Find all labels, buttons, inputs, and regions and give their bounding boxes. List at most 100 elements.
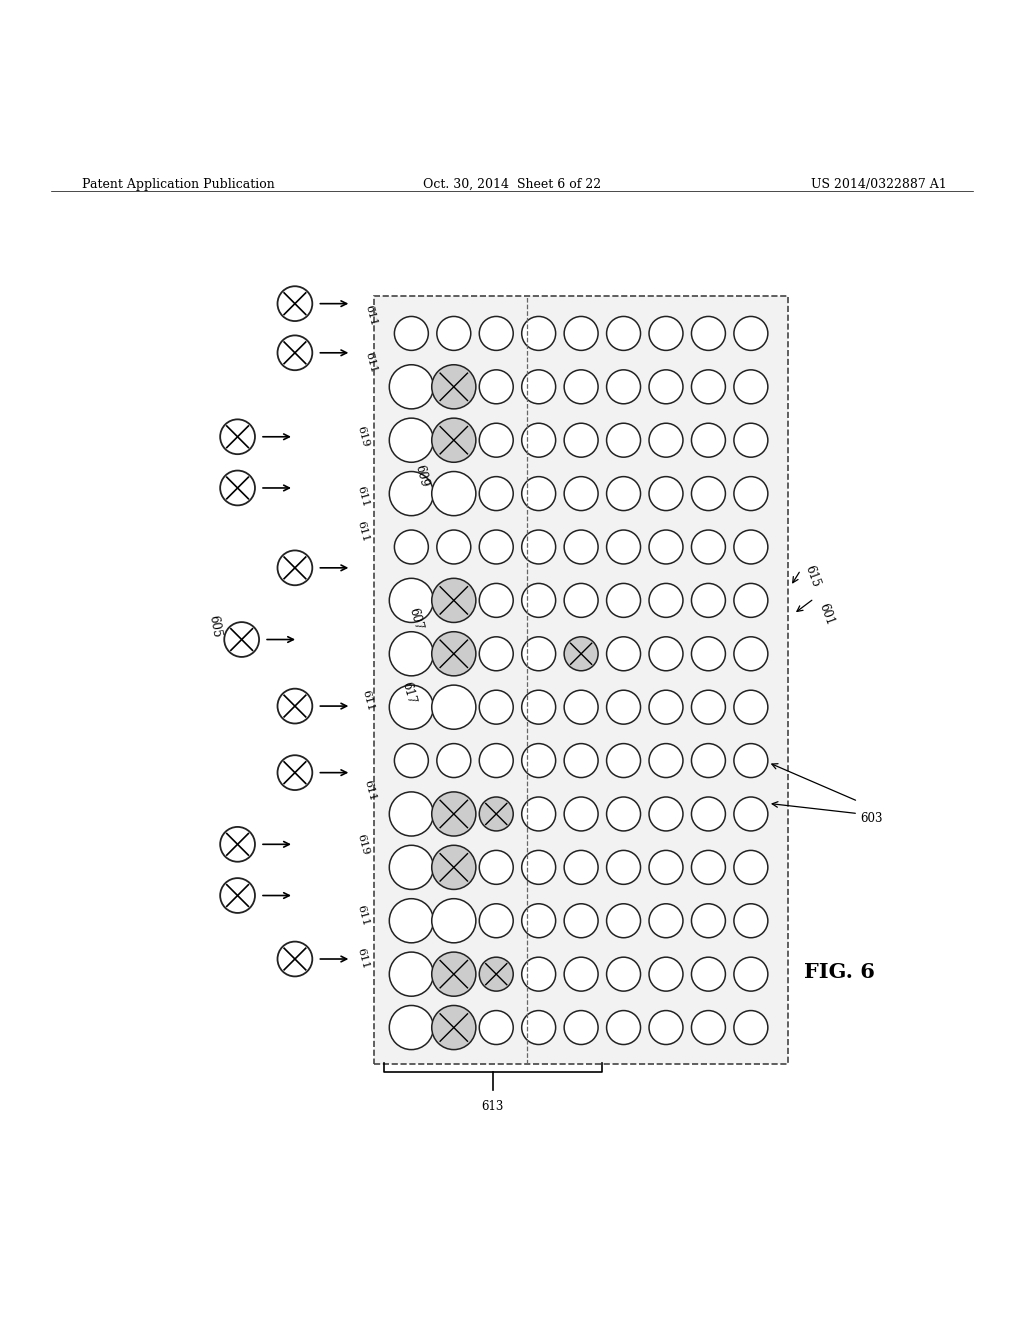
Circle shape bbox=[734, 531, 768, 564]
Circle shape bbox=[691, 583, 725, 618]
Circle shape bbox=[649, 583, 683, 618]
Circle shape bbox=[389, 364, 433, 409]
Circle shape bbox=[734, 797, 768, 832]
Circle shape bbox=[564, 424, 598, 457]
Circle shape bbox=[691, 636, 725, 671]
Circle shape bbox=[606, 957, 641, 991]
Circle shape bbox=[606, 477, 641, 511]
Circle shape bbox=[691, 957, 725, 991]
Circle shape bbox=[479, 957, 513, 991]
Circle shape bbox=[649, 370, 683, 404]
Circle shape bbox=[278, 335, 312, 370]
Circle shape bbox=[691, 797, 725, 832]
Circle shape bbox=[479, 370, 513, 404]
Circle shape bbox=[278, 550, 312, 585]
Circle shape bbox=[734, 850, 768, 884]
Circle shape bbox=[479, 690, 513, 725]
Circle shape bbox=[564, 317, 598, 350]
Circle shape bbox=[691, 317, 725, 350]
Circle shape bbox=[521, 690, 556, 725]
Circle shape bbox=[564, 690, 598, 725]
Circle shape bbox=[479, 850, 513, 884]
Text: FIG. 6: FIG. 6 bbox=[804, 962, 876, 982]
Circle shape bbox=[432, 418, 476, 462]
Circle shape bbox=[734, 583, 768, 618]
Circle shape bbox=[606, 424, 641, 457]
Circle shape bbox=[606, 1011, 641, 1044]
Text: 611: 611 bbox=[362, 779, 378, 801]
Text: 611: 611 bbox=[355, 948, 371, 970]
Text: 611: 611 bbox=[364, 351, 379, 375]
Circle shape bbox=[521, 1011, 556, 1044]
Circle shape bbox=[606, 370, 641, 404]
Circle shape bbox=[649, 477, 683, 511]
Circle shape bbox=[521, 477, 556, 511]
Circle shape bbox=[564, 583, 598, 618]
Circle shape bbox=[220, 878, 255, 913]
Circle shape bbox=[389, 471, 433, 516]
Circle shape bbox=[432, 471, 476, 516]
Circle shape bbox=[521, 531, 556, 564]
Circle shape bbox=[606, 583, 641, 618]
Circle shape bbox=[606, 690, 641, 725]
Circle shape bbox=[432, 578, 476, 623]
Circle shape bbox=[479, 317, 513, 350]
Circle shape bbox=[437, 743, 471, 777]
Circle shape bbox=[649, 424, 683, 457]
Circle shape bbox=[564, 477, 598, 511]
Circle shape bbox=[564, 1011, 598, 1044]
Circle shape bbox=[437, 531, 471, 564]
Text: 601: 601 bbox=[816, 601, 836, 627]
Text: 611: 611 bbox=[355, 520, 371, 544]
Circle shape bbox=[278, 689, 312, 723]
Circle shape bbox=[734, 424, 768, 457]
Text: 619: 619 bbox=[355, 833, 371, 855]
Circle shape bbox=[564, 957, 598, 991]
Circle shape bbox=[606, 531, 641, 564]
Circle shape bbox=[389, 952, 433, 997]
Circle shape bbox=[734, 317, 768, 350]
Circle shape bbox=[224, 622, 259, 657]
Circle shape bbox=[649, 904, 683, 937]
Circle shape bbox=[394, 531, 428, 564]
Circle shape bbox=[389, 899, 433, 942]
Circle shape bbox=[649, 850, 683, 884]
Circle shape bbox=[521, 370, 556, 404]
Circle shape bbox=[734, 743, 768, 777]
Circle shape bbox=[691, 743, 725, 777]
Circle shape bbox=[734, 904, 768, 937]
Circle shape bbox=[389, 632, 433, 676]
Circle shape bbox=[432, 952, 476, 997]
Circle shape bbox=[278, 286, 312, 321]
Circle shape bbox=[220, 826, 255, 862]
Text: 617: 617 bbox=[399, 680, 418, 705]
Circle shape bbox=[389, 792, 433, 836]
Circle shape bbox=[691, 904, 725, 937]
Circle shape bbox=[521, 957, 556, 991]
Text: 615: 615 bbox=[803, 564, 822, 589]
Circle shape bbox=[606, 743, 641, 777]
Text: 613: 613 bbox=[481, 1101, 504, 1113]
Circle shape bbox=[606, 797, 641, 832]
Circle shape bbox=[394, 317, 428, 350]
Circle shape bbox=[649, 690, 683, 725]
Circle shape bbox=[691, 1011, 725, 1044]
Circle shape bbox=[691, 477, 725, 511]
Text: 611: 611 bbox=[355, 484, 371, 508]
Circle shape bbox=[389, 1006, 433, 1049]
Circle shape bbox=[521, 583, 556, 618]
Circle shape bbox=[521, 636, 556, 671]
Circle shape bbox=[734, 957, 768, 991]
Text: Patent Application Publication: Patent Application Publication bbox=[82, 178, 274, 190]
Circle shape bbox=[691, 850, 725, 884]
Circle shape bbox=[479, 1011, 513, 1044]
Circle shape bbox=[649, 1011, 683, 1044]
Circle shape bbox=[389, 685, 433, 729]
Circle shape bbox=[649, 797, 683, 832]
Circle shape bbox=[389, 418, 433, 462]
Circle shape bbox=[734, 370, 768, 404]
Text: Oct. 30, 2014  Sheet 6 of 22: Oct. 30, 2014 Sheet 6 of 22 bbox=[423, 178, 601, 190]
Circle shape bbox=[691, 370, 725, 404]
Circle shape bbox=[479, 904, 513, 937]
Circle shape bbox=[521, 797, 556, 832]
